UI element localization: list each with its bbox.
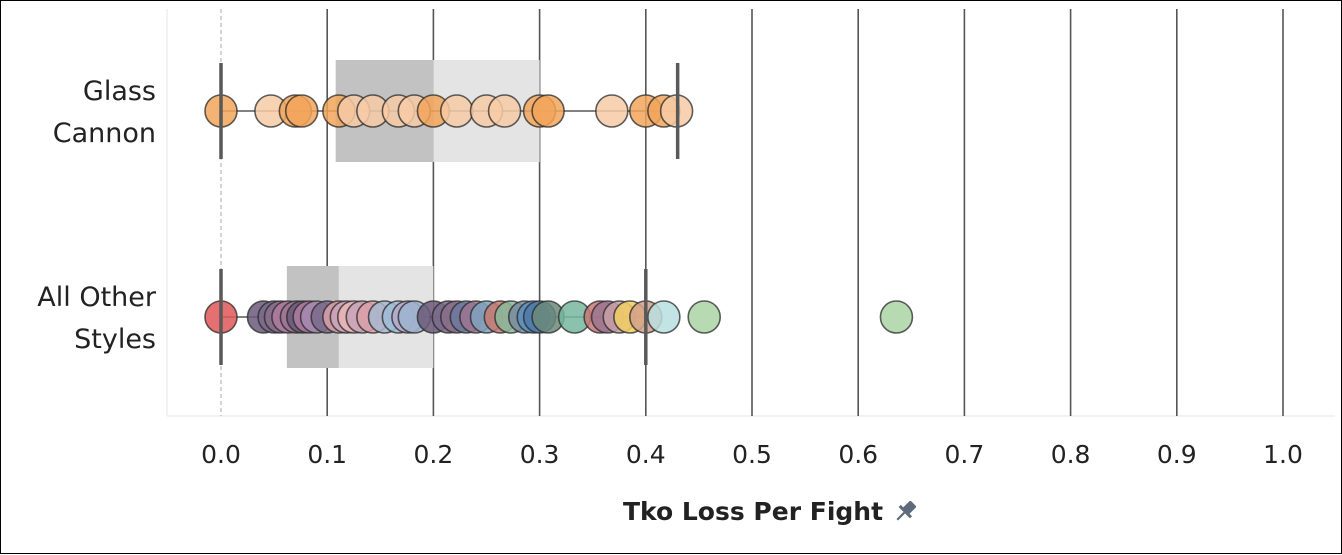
x-axis-title: Tko Loss Per Fight: [623, 497, 883, 526]
data-point[interactable]: [687, 300, 722, 334]
x-tick-label: 0.6: [838, 440, 878, 469]
x-tick-label: 0.1: [307, 440, 347, 469]
data-point[interactable]: [647, 300, 681, 334]
x-tick-label: 0.9: [1157, 440, 1197, 469]
x-tick-label: 0.0: [201, 440, 241, 469]
row-label: Cannon: [53, 118, 156, 149]
x-tick-label: 0.5: [732, 440, 772, 469]
x-tick-label: 0.3: [520, 440, 560, 469]
data-point[interactable]: [879, 300, 914, 334]
pin-icon[interactable]: [892, 498, 920, 526]
box-layer: [221, 60, 678, 368]
row-labels: Glass Cannon All Other Styles: [37, 76, 157, 355]
x-tick-label: 0.7: [945, 440, 985, 469]
row-label: All Other: [37, 282, 157, 313]
data-point[interactable]: [531, 94, 565, 128]
x-tick-label: 1.0: [1263, 440, 1303, 469]
data-points: [204, 94, 914, 334]
row-label: Styles: [74, 324, 156, 355]
whisker-layer: [219, 63, 680, 365]
x-tick-label: 0.2: [414, 440, 454, 469]
row-label: Glass: [83, 76, 156, 107]
x-tick-labels: 0.0 0.1 0.2 0.3 0.4 0.5 0.6 0.7 0.8 0.9 1.0: [201, 440, 1303, 469]
data-point[interactable]: [439, 94, 474, 128]
data-point[interactable]: [284, 94, 319, 128]
data-point[interactable]: [595, 94, 629, 128]
x-tick-label: 0.4: [626, 440, 666, 469]
x-tick-label: 0.8: [1051, 440, 1091, 469]
data-point[interactable]: [487, 94, 522, 128]
